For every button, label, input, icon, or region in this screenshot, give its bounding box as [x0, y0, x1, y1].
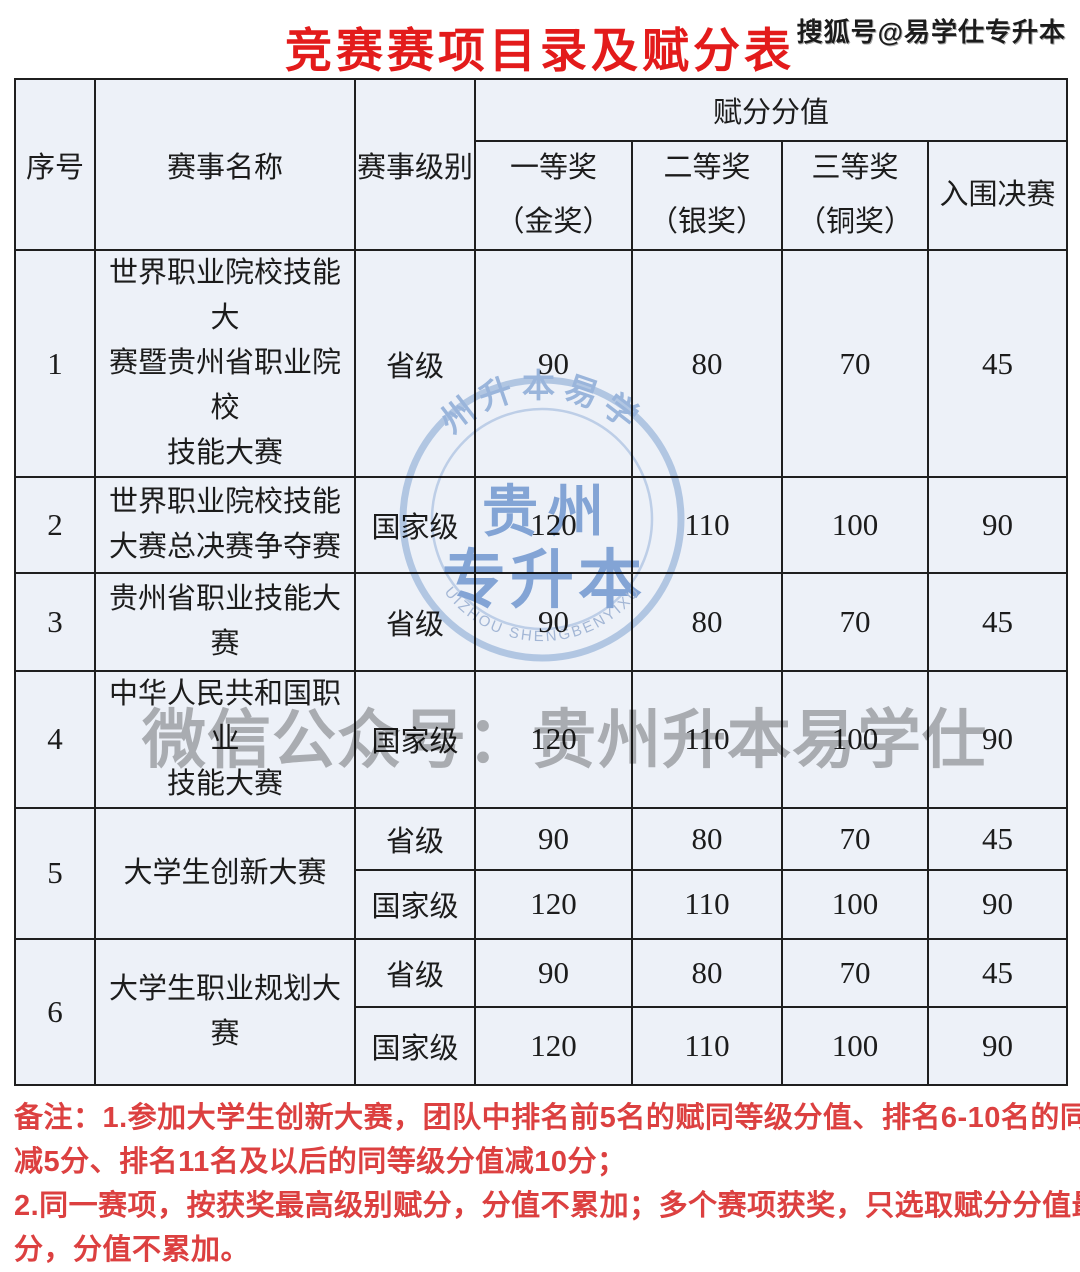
score-cell: 90: [474, 249, 633, 478]
event-name-cell: 大学生创新大赛: [94, 806, 356, 940]
table-header-row-sub: 一等奖 （金奖） 二等奖 （银奖） 三等奖 （铜奖） 入围决赛: [15, 139, 1069, 252]
note-line: 2.同一赛项，按获奖最高级别赋分，分值不累加；多个赛项获奖，只选取赋分分值最高赛…: [14, 1189, 1080, 1222]
table-header-row-top: 序号 赛事名称 赛事级别 赋分分值: [14, 77, 1069, 252]
header-seq: 序号: [14, 77, 96, 252]
score-cell: 45: [926, 806, 1069, 871]
score-cell: 120: [474, 868, 633, 940]
score-cell: 45: [926, 571, 1069, 672]
table-row: 4 中华人民共和国职业 技能大赛 国家级 120 110 100 90: [14, 669, 1069, 809]
event-name-cell: 贵州省职业技能大赛: [94, 571, 356, 672]
score-cell: 45: [926, 249, 1069, 478]
score-cell: 90: [926, 1005, 1069, 1086]
score-cell: 70: [781, 937, 929, 1008]
header-score-group: 赋分分值: [473, 78, 1069, 142]
header-finalist: 入围决赛: [926, 139, 1069, 252]
score-cell: 110: [631, 669, 783, 809]
header-second-prize: 二等奖 （银奖）: [631, 139, 783, 252]
level-cell: 国家级: [354, 868, 476, 940]
header-first-prize: 一等奖 （金奖）: [474, 139, 633, 252]
header-third-prize: 三等奖 （铜奖）: [781, 139, 929, 252]
score-cell: 80: [631, 806, 783, 871]
note-line: 减5分、排名11名及以后的同等级分值减10分；: [14, 1145, 627, 1178]
score-cell: 45: [926, 937, 1069, 1008]
table-row: 国家级 120 110 100 90: [15, 868, 1069, 940]
page-title: 竞赛赛项目录及赋分表: [285, 24, 795, 77]
level-cell: 省级: [354, 249, 476, 478]
score-cell: 90: [474, 937, 633, 1008]
seq-cell: 2: [14, 475, 96, 574]
score-cell: 100: [781, 475, 929, 574]
level-cell: 省级: [354, 806, 476, 871]
level-cell: 国家级: [354, 669, 476, 809]
score-cell: 110: [631, 475, 783, 574]
header-event-level: 赛事级别: [354, 77, 476, 252]
score-cell: 120: [474, 475, 633, 574]
level-cell: 省级: [354, 571, 476, 672]
score-cell: 120: [474, 669, 633, 809]
table-row: 6 大学生职业规划大赛 省级 90 80 70 45: [14, 937, 1069, 1086]
level-cell: 省级: [354, 937, 476, 1008]
table-row: 2 世界职业院校技能 大赛总决赛争夺赛 国家级 120 110 100 90: [14, 475, 1069, 574]
event-name-cell: 中华人民共和国职业 技能大赛: [94, 669, 356, 809]
score-cell: 80: [631, 571, 783, 672]
table-row: 国家级 120 110 100 90: [15, 1005, 1069, 1086]
score-cell: 100: [781, 868, 929, 940]
notes-section: 备注：1.参加大学生创新大赛，团队中排名前5名的赋同等级分值、排名6-10名的同…: [14, 1096, 1080, 1272]
sohu-account-watermark: 搜狐号@易学仕专升本: [796, 17, 1066, 47]
seq-cell: 3: [14, 571, 96, 672]
note-line: 分，分值不累加。: [14, 1233, 251, 1266]
seq-cell: 6: [14, 937, 96, 1086]
score-cell: 90: [926, 868, 1069, 940]
header-event-name: 赛事名称: [94, 77, 356, 252]
level-cell: 国家级: [354, 475, 476, 574]
seq-cell: 1: [14, 249, 96, 478]
page-header: 竞赛赛项目录及赋分表 搜狐号@易学仕专升本: [0, 0, 1080, 78]
score-cell: 90: [474, 806, 633, 871]
event-name-cell: 大学生职业规划大赛: [94, 937, 356, 1086]
score-cell: 110: [631, 868, 783, 940]
score-cell: 110: [631, 1005, 783, 1086]
seq-cell: 5: [14, 806, 96, 940]
score-cell: 80: [631, 937, 783, 1008]
event-name-cell: 世界职业院校技能大 赛暨贵州省职业院校 技能大赛: [94, 249, 356, 478]
level-cell: 国家级: [354, 1005, 476, 1086]
score-table: 序号 赛事名称 赛事级别 赋分分值 一等奖 （金奖） 二等奖 （银奖） 三等奖 …: [14, 77, 1069, 1086]
score-cell: 90: [926, 475, 1069, 574]
table-row: 1 世界职业院校技能大 赛暨贵州省职业院校 技能大赛 省级 90 80 70 4…: [14, 249, 1069, 478]
score-cell: 70: [781, 249, 929, 478]
table-row: 3 贵州省职业技能大赛 省级 90 80 70 45: [14, 571, 1069, 672]
score-cell: 120: [474, 1005, 633, 1086]
score-cell: 70: [781, 571, 929, 672]
score-cell: 80: [631, 249, 783, 478]
note-line: 备注：1.参加大学生创新大赛，团队中排名前5名的赋同等级分值、排名6-10名的同…: [14, 1101, 1080, 1134]
score-cell: 90: [926, 669, 1069, 809]
score-cell: 90: [474, 571, 633, 672]
seq-cell: 4: [14, 669, 96, 809]
table-row: 5 大学生创新大赛 省级 90 80 70 45: [14, 806, 1069, 940]
score-cell: 100: [781, 1005, 929, 1086]
score-cell: 70: [781, 806, 929, 871]
score-cell: 100: [781, 669, 929, 809]
event-name-cell: 世界职业院校技能 大赛总决赛争夺赛: [94, 475, 356, 574]
